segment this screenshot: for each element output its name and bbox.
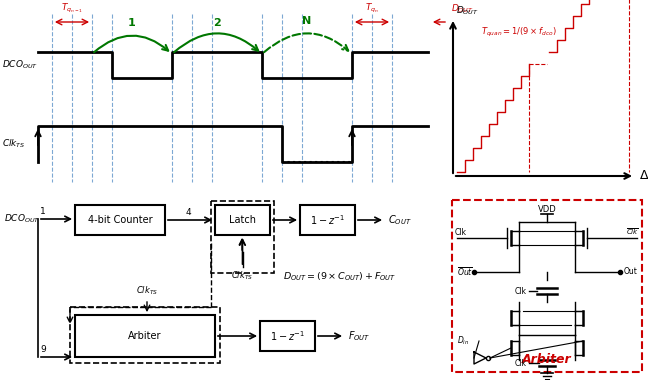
- Text: $\overline{Clk}$: $\overline{Clk}$: [626, 227, 639, 237]
- Text: $Clk_{TS}$: $Clk_{TS}$: [136, 285, 158, 297]
- Bar: [300, 205, 355, 235]
- Text: 9: 9: [40, 345, 46, 354]
- Text: $DCO_{OUT}$: $DCO_{OUT}$: [4, 213, 40, 225]
- Text: $T_{q_n}$: $T_{q_n}$: [365, 2, 379, 15]
- Bar: [75, 315, 215, 357]
- Bar: [211, 201, 274, 273]
- Text: Clk: Clk: [515, 287, 527, 296]
- Text: N: N: [303, 16, 312, 26]
- Text: $1-z^{-1}$: $1-z^{-1}$: [310, 213, 345, 227]
- Bar: [70, 307, 220, 363]
- Text: Clk: Clk: [455, 228, 467, 237]
- Text: Arbiter: Arbiter: [522, 353, 572, 366]
- Text: $1-z^{-1}$: $1-z^{-1}$: [270, 329, 305, 343]
- Text: $F_{OUT}$: $F_{OUT}$: [348, 329, 371, 343]
- Text: 1: 1: [128, 18, 136, 28]
- Text: Out: Out: [623, 268, 637, 277]
- Text: $T_{quan} = 1/(9 \times f_{dco})$: $T_{quan} = 1/(9 \times f_{dco})$: [481, 26, 557, 39]
- Text: VDD: VDD: [538, 205, 557, 214]
- Text: $C_{OUT}$: $C_{OUT}$: [388, 213, 411, 227]
- Bar: [215, 205, 270, 235]
- Text: 4: 4: [185, 208, 191, 217]
- Text: $\Delta\varphi$: $\Delta\varphi$: [639, 168, 648, 184]
- Text: $D_{OUT} = (9 \times C_{OUT}) + F_{OUT}$: $D_{OUT} = (9 \times C_{OUT}) + F_{OUT}$: [283, 271, 397, 283]
- Bar: [75, 205, 165, 235]
- Text: 2: 2: [213, 18, 221, 28]
- Bar: [260, 321, 315, 351]
- Text: $D_{in}$: $D_{in}$: [457, 335, 469, 347]
- Text: $D_{OUT}$: $D_{OUT}$: [456, 5, 479, 17]
- Text: $DCO_{OUT}$: $DCO_{OUT}$: [2, 59, 38, 71]
- Text: Arbiter: Arbiter: [128, 331, 162, 341]
- Text: $T_{q_{n-1}}$: $T_{q_{n-1}}$: [61, 2, 83, 15]
- Text: Latch: Latch: [229, 215, 256, 225]
- Text: 1: 1: [40, 207, 46, 216]
- Bar: [452, 200, 642, 372]
- Text: $D_{OUT}$: $D_{OUT}$: [451, 3, 474, 15]
- Text: $\overline{Out}$: $\overline{Out}$: [457, 266, 473, 278]
- Text: 4-bit Counter: 4-bit Counter: [87, 215, 152, 225]
- Text: Clk: Clk: [515, 358, 527, 367]
- Text: $Clk_{TS}$: $Clk_{TS}$: [2, 138, 26, 150]
- Text: $Clk_{TS}$: $Clk_{TS}$: [231, 269, 253, 282]
